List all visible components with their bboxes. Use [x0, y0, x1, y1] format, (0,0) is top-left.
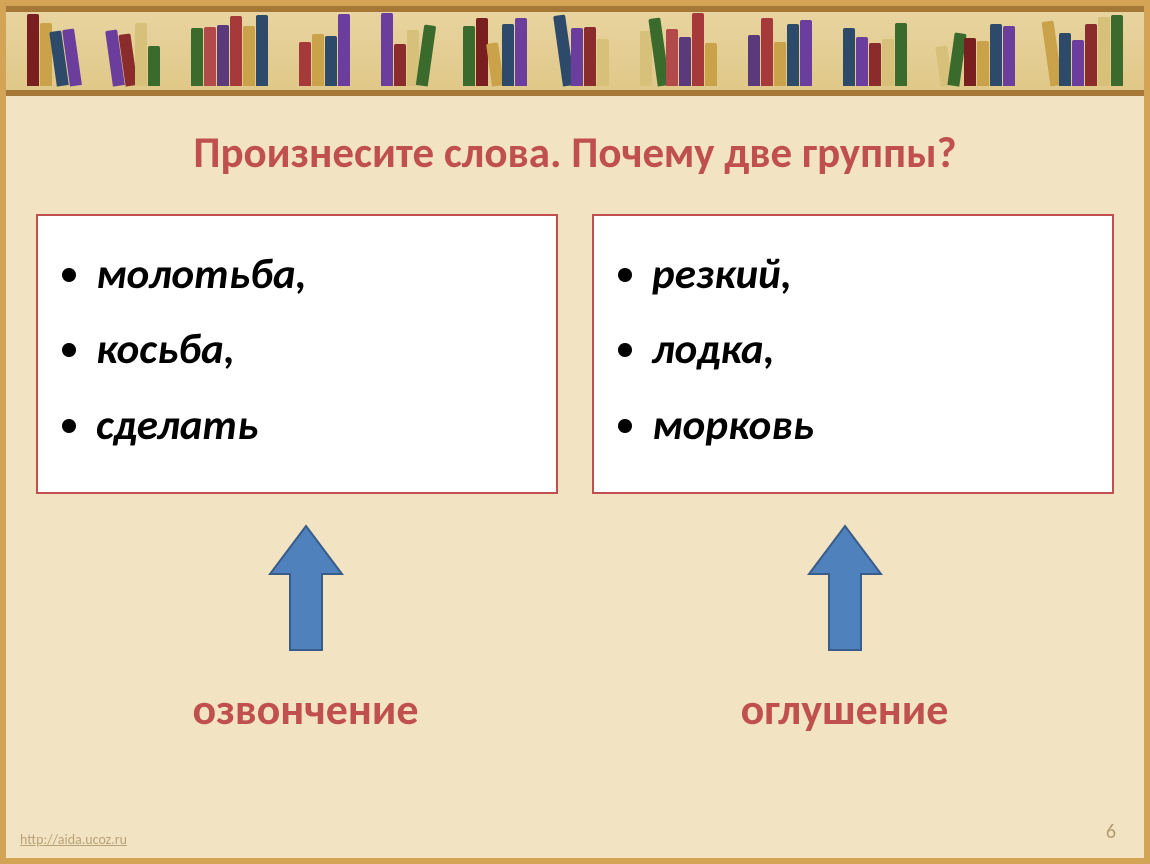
book-cluster — [191, 15, 268, 86]
book-cluster — [558, 15, 609, 86]
arrows-row — [36, 524, 1114, 654]
book-icon — [692, 13, 704, 86]
book-icon — [1072, 40, 1084, 86]
right-box: резкий,лодка,морковь — [592, 214, 1114, 494]
book-cluster — [381, 13, 432, 86]
slide-inner: Произнесите слова. Почему две группы? мо… — [6, 6, 1144, 858]
page-number: 6 — [1106, 820, 1116, 844]
book-icon — [256, 15, 268, 86]
left-box-list: молотьба, косьба, сделать — [62, 236, 532, 462]
left-arrow-holder — [36, 524, 575, 654]
book-icon — [243, 26, 255, 86]
book-cluster — [938, 24, 1015, 86]
list-item: морковь — [652, 387, 1088, 462]
book-icon — [135, 23, 147, 86]
book-cluster — [1046, 15, 1123, 86]
right-box-list: резкий,лодка,морковь — [618, 236, 1088, 462]
book-icon — [679, 37, 691, 86]
book-icon — [502, 24, 514, 86]
book-icon — [204, 27, 216, 86]
book-cluster — [299, 14, 350, 86]
list-item: резкий, — [652, 236, 1088, 311]
book-icon — [325, 36, 337, 86]
book-icon — [895, 23, 907, 86]
book-cluster — [27, 14, 78, 86]
slide-title: Произнесите слова. Почему две группы? — [36, 126, 1114, 179]
book-icon — [191, 28, 203, 86]
book-icon — [748, 35, 760, 86]
book-icon — [882, 39, 894, 86]
book-icon — [476, 18, 488, 86]
book-icon — [964, 38, 976, 86]
book-icon — [666, 29, 678, 86]
book-icon — [597, 39, 609, 86]
book-icon — [148, 46, 160, 86]
book-icon — [338, 14, 350, 86]
book-icon — [800, 20, 812, 86]
book-icon — [584, 27, 596, 86]
book-cluster — [748, 18, 812, 86]
content-area: Произнесите слова. Почему две группы? мо… — [6, 96, 1144, 736]
slide-frame: Произнесите слова. Почему две группы? мо… — [0, 0, 1150, 864]
book-icon — [27, 14, 39, 86]
left-label-holder: озвончение — [36, 682, 575, 736]
book-icon — [299, 42, 311, 86]
up-arrow-icon — [266, 524, 346, 654]
book-icon — [856, 37, 868, 86]
list-item: лодка, — [652, 311, 1088, 386]
right-label: оглушение — [741, 682, 949, 736]
book-icon — [761, 18, 773, 86]
book-icon — [1085, 24, 1097, 86]
book-icon — [515, 18, 527, 86]
book-icon — [705, 43, 717, 86]
book-icon — [1059, 33, 1071, 86]
book-icon — [571, 28, 583, 86]
right-label-holder: оглушение — [575, 682, 1114, 736]
right-arrow-holder — [575, 524, 1114, 654]
book-icon — [1111, 15, 1123, 86]
book-icon — [843, 28, 855, 86]
up-arrow-icon — [805, 524, 885, 654]
labels-row: озвончение оглушение — [36, 682, 1114, 736]
book-icon — [990, 24, 1002, 86]
list-item: сделать — [96, 387, 532, 462]
book-icon — [381, 13, 393, 86]
book-cluster — [843, 23, 907, 86]
book-icon — [1098, 17, 1110, 86]
book-icon — [312, 34, 324, 86]
list-item: косьба, — [96, 311, 532, 386]
bookshelf-banner — [6, 6, 1144, 96]
book-cluster — [109, 23, 160, 86]
book-icon — [869, 43, 881, 86]
book-icon — [787, 24, 799, 86]
list-item: молотьба, — [96, 236, 532, 311]
book-icon — [1003, 26, 1015, 86]
book-icon — [977, 41, 989, 86]
book-cluster — [640, 13, 717, 86]
book-icon — [463, 26, 475, 86]
boxes-row: молотьба, косьба, сделать резкий,лодка,м… — [36, 214, 1114, 494]
book-icon — [217, 25, 229, 86]
book-icon — [394, 44, 406, 86]
left-box: молотьба, косьба, сделать — [36, 214, 558, 494]
footer-link: http://aida.ucoz.ru — [20, 831, 127, 848]
left-label: озвончение — [192, 682, 418, 736]
book-icon — [230, 16, 242, 86]
book-cluster — [463, 18, 527, 86]
book-icon — [774, 42, 786, 86]
